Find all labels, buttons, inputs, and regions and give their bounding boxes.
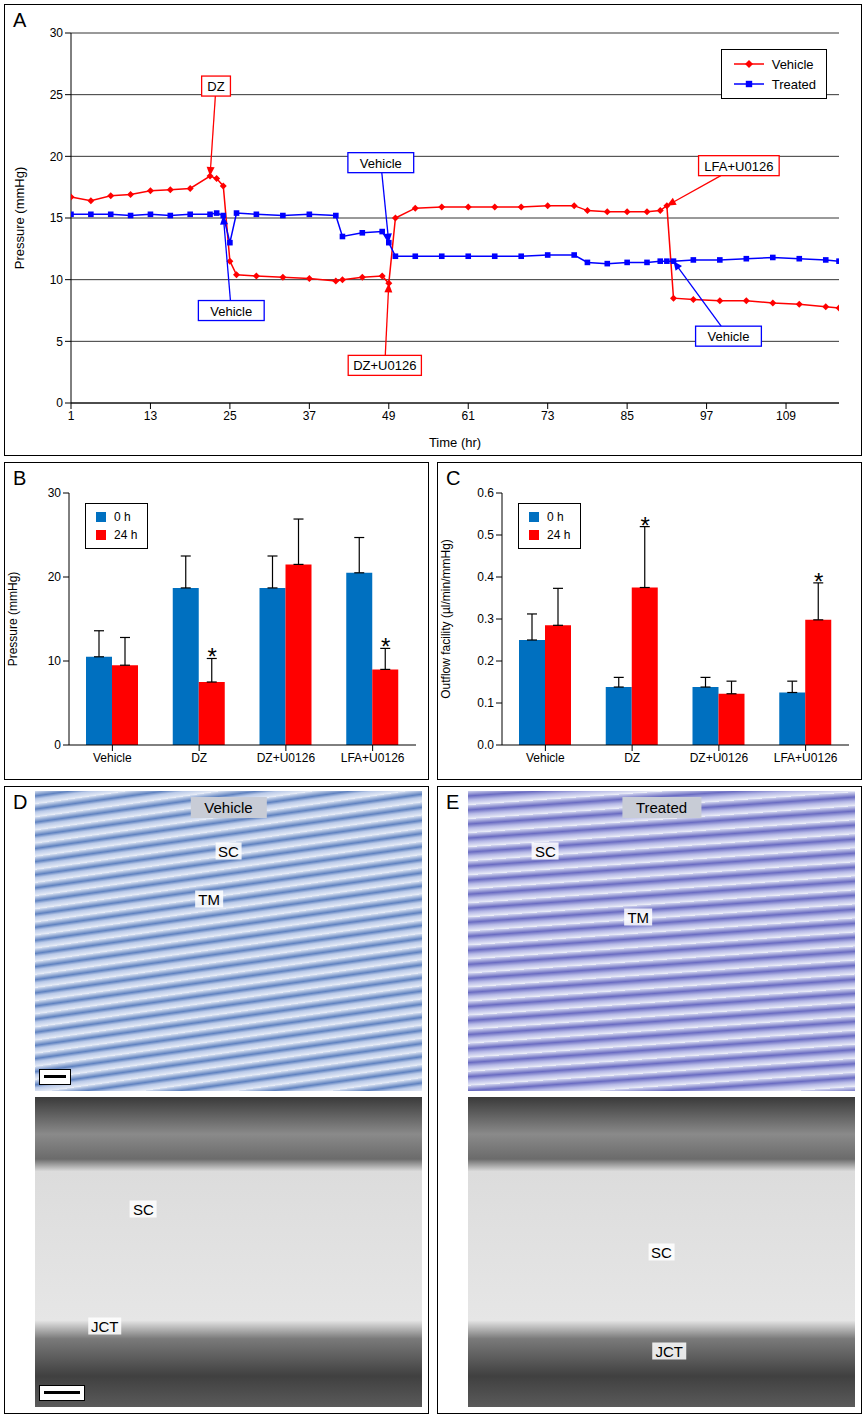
svg-text:Outflow facility (µl/min/mmHg): Outflow facility (µl/min/mmHg) — [439, 539, 453, 699]
svg-text:0: 0 — [56, 396, 63, 410]
svg-text:10: 10 — [48, 654, 62, 668]
html-text:TM: TM — [627, 908, 650, 926]
svg-text:LFA+U0126: LFA+U0126 — [704, 159, 773, 174]
svg-text:Vehicle: Vehicle — [708, 329, 750, 344]
html-text:SC: SC — [535, 842, 556, 860]
html-text:E: E — [446, 791, 460, 813]
svg-text:15: 15 — [50, 211, 64, 225]
svg-text:Pressure (mmHg): Pressure (mmHg) — [6, 572, 20, 667]
svg-text:Vehicle: Vehicle — [360, 156, 402, 171]
html-text:24 h: 24 h — [114, 528, 138, 542]
svg-text:0: 0 — [54, 738, 61, 752]
svg-text:0.2: 0.2 — [477, 654, 494, 668]
svg-text:61: 61 — [462, 409, 476, 423]
svg-text:0.5: 0.5 — [477, 528, 494, 542]
svg-text:25: 25 — [50, 88, 64, 102]
html-text:SC: SC — [651, 1243, 672, 1261]
svg-text:5: 5 — [56, 335, 63, 349]
svg-text:20: 20 — [50, 150, 64, 164]
svg-text:73: 73 — [541, 409, 555, 423]
html-text:JCT: JCT — [90, 1317, 119, 1335]
html-text:Vehicle: Vehicle — [204, 799, 253, 816]
html-text:D: D — [13, 791, 28, 813]
svg-text:10: 10 — [50, 273, 64, 287]
svg-text:0.6: 0.6 — [477, 486, 494, 500]
svg-text:*: * — [640, 512, 649, 539]
svg-text:DZ: DZ — [207, 79, 224, 94]
html-text:Treated: Treated — [635, 799, 688, 816]
svg-text:49: 49 — [382, 409, 396, 423]
html-text:0 h: 0 h — [547, 510, 564, 524]
svg-text:DZ+U0126: DZ+U0126 — [257, 751, 316, 765]
svg-text:DZ: DZ — [624, 751, 640, 765]
svg-text:109: 109 — [776, 409, 796, 423]
svg-text:13: 13 — [144, 409, 158, 423]
html-text:SC: SC — [132, 1200, 154, 1218]
svg-text:*: * — [814, 568, 823, 595]
html-text:A: A — [13, 9, 27, 31]
html-text:24 h: 24 h — [547, 528, 571, 542]
svg-text:Vehicle: Vehicle — [526, 751, 565, 765]
svg-text:97: 97 — [700, 409, 714, 423]
svg-text:30: 30 — [48, 486, 62, 500]
svg-text:Time (hr): Time (hr) — [429, 435, 481, 450]
svg-text:LFA+U0126: LFA+U0126 — [341, 751, 405, 765]
svg-text:DZ+U0126: DZ+U0126 — [353, 358, 416, 373]
svg-text:1: 1 — [68, 409, 75, 423]
svg-text:Vehicle: Vehicle — [93, 751, 132, 765]
svg-text:37: 37 — [303, 409, 317, 423]
svg-text:Vehicle: Vehicle — [210, 304, 252, 319]
html-text:Treated: Treated — [771, 76, 816, 92]
html-text:SC: SC — [218, 842, 239, 860]
svg-text:DZ+U0126: DZ+U0126 — [690, 751, 749, 765]
html-text:B: B — [13, 467, 27, 489]
svg-text:Pressure (mmHg): Pressure (mmHg) — [12, 167, 27, 270]
html-text:C: C — [446, 467, 461, 489]
svg-text:0.1: 0.1 — [477, 696, 494, 710]
svg-text:0.4: 0.4 — [477, 570, 494, 584]
svg-text:LFA+U0126: LFA+U0126 — [774, 751, 838, 765]
svg-text:85: 85 — [620, 409, 634, 423]
svg-text:25: 25 — [223, 409, 237, 423]
svg-text:DZ: DZ — [191, 751, 207, 765]
svg-text:0.0: 0.0 — [477, 738, 494, 752]
svg-text:*: * — [207, 643, 216, 670]
html-text:Vehicle: Vehicle — [771, 56, 814, 72]
svg-text:20: 20 — [48, 570, 62, 584]
html-text:JCT: JCT — [655, 1342, 683, 1360]
svg-text:*: * — [381, 633, 390, 660]
html-text:TM: TM — [198, 890, 220, 908]
svg-text:30: 30 — [50, 26, 64, 40]
html-text:0 h: 0 h — [114, 510, 131, 524]
svg-text:0.3: 0.3 — [477, 612, 494, 626]
